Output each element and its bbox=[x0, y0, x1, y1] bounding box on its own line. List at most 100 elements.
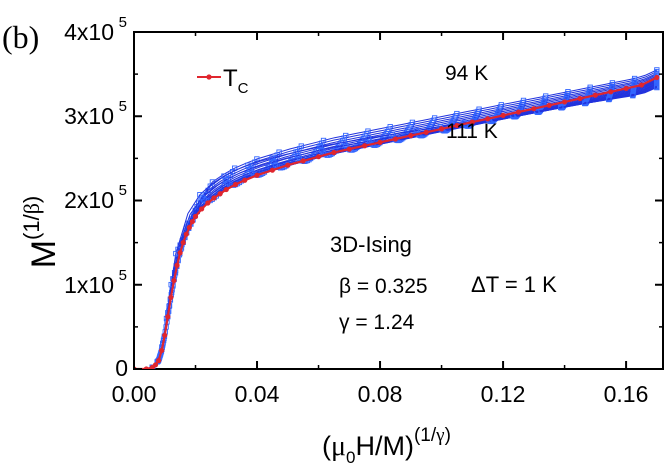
tc-point bbox=[638, 82, 645, 88]
x-tick-label: 0.16 bbox=[604, 381, 649, 407]
tc-point bbox=[515, 109, 522, 115]
tc-point bbox=[192, 213, 199, 220]
tc-point bbox=[300, 158, 306, 164]
tc-point bbox=[171, 277, 177, 284]
legend-label: TC bbox=[223, 65, 249, 97]
y-axis-ticks bbox=[134, 31, 663, 370]
y-tick-exponent: 5 bbox=[119, 182, 127, 199]
isotherm-point bbox=[342, 142, 349, 148]
y-tick-exponent: 5 bbox=[119, 267, 127, 284]
tc-point bbox=[217, 191, 223, 197]
isotherm-point bbox=[366, 138, 373, 144]
y-tick-label: 3x10 bbox=[64, 103, 114, 129]
tc-point bbox=[469, 119, 475, 125]
tc-point bbox=[377, 139, 383, 145]
tc-point bbox=[531, 106, 537, 112]
isotherm-point bbox=[245, 162, 251, 168]
isotherm-point bbox=[197, 192, 203, 198]
isotherm-point bbox=[389, 131, 395, 138]
tc-point bbox=[392, 136, 399, 142]
tc-point bbox=[180, 240, 186, 246]
tc-point bbox=[362, 143, 368, 149]
tc-point bbox=[186, 224, 192, 231]
tc-point bbox=[189, 218, 196, 225]
tc-point bbox=[162, 332, 168, 338]
tc-point bbox=[500, 112, 506, 119]
isotherm-point bbox=[630, 93, 636, 99]
isotherm-point bbox=[318, 147, 325, 153]
tc-point bbox=[269, 167, 276, 173]
tc-point bbox=[592, 92, 598, 98]
tc-point bbox=[577, 95, 583, 102]
x-axis-ticks bbox=[133, 32, 628, 369]
tc-point bbox=[331, 149, 337, 156]
tc-point bbox=[205, 200, 211, 206]
isotherm-point bbox=[317, 144, 323, 150]
isotherm-point bbox=[365, 135, 371, 141]
isotherm-point bbox=[221, 173, 227, 179]
y-tick-label: 0 bbox=[115, 355, 128, 381]
isotherm-point bbox=[272, 162, 279, 168]
isotherm-point bbox=[271, 159, 277, 165]
annotation-delta-t: ΔT = 1 K bbox=[471, 272, 557, 297]
y-tick-label: 1x10 bbox=[64, 272, 114, 298]
tc-point bbox=[423, 129, 429, 135]
tc-point bbox=[608, 89, 614, 95]
isotherm-point bbox=[519, 101, 525, 108]
tc-point bbox=[199, 206, 205, 212]
x-tick-label: 0.04 bbox=[235, 381, 280, 407]
y-tick-label: 4x10 bbox=[64, 19, 114, 45]
tc-point bbox=[346, 146, 352, 152]
label-111k: 111 K bbox=[446, 120, 498, 143]
annotation-gamma: γ = 1.24 bbox=[339, 311, 415, 334]
tc-point bbox=[152, 362, 159, 368]
y-tick-exponent: 5 bbox=[119, 98, 127, 115]
tc-point bbox=[174, 262, 180, 268]
isotherm-point bbox=[295, 152, 301, 159]
x-axis-title: (μ0H/M)(1/γ) bbox=[322, 425, 451, 467]
tc-point bbox=[183, 231, 189, 237]
x-tick-label: 0.00 bbox=[112, 381, 157, 407]
tc-point bbox=[561, 99, 568, 105]
annotation-beta: β = 0.325 bbox=[339, 275, 428, 298]
isotherm-line bbox=[152, 86, 658, 368]
isotherm-point bbox=[654, 84, 660, 91]
tc-point bbox=[254, 172, 260, 178]
tc-curve-group bbox=[134, 74, 660, 369]
annotation-model: 3D-Ising bbox=[330, 232, 412, 257]
tc-point bbox=[654, 74, 660, 81]
tc-point bbox=[623, 85, 629, 92]
panel-label: (b) bbox=[2, 19, 39, 55]
tc-point bbox=[485, 116, 491, 122]
isotherm-point bbox=[293, 149, 299, 155]
isotherm-point bbox=[269, 155, 275, 161]
tc-point bbox=[454, 122, 460, 129]
x-tick-label: 0.08 bbox=[358, 381, 403, 407]
tc-point bbox=[285, 162, 291, 168]
isotherm-point bbox=[557, 104, 564, 110]
legend-marker bbox=[206, 74, 212, 80]
isotherm-point bbox=[606, 96, 612, 103]
x-tick-label: 0.12 bbox=[481, 381, 526, 407]
tc-point bbox=[546, 102, 552, 108]
tc-point bbox=[232, 181, 239, 188]
isotherm-point bbox=[341, 139, 347, 145]
legend: TC bbox=[197, 65, 249, 97]
y-tick-labels: 0 1x10 5 2x10 5 3x10 5 4x10 5 bbox=[64, 14, 128, 381]
tc-point bbox=[438, 126, 445, 132]
y-axis-title: M(1/β) bbox=[19, 196, 63, 269]
tc-point bbox=[168, 294, 174, 300]
tc-point bbox=[242, 177, 248, 183]
tc-point bbox=[408, 133, 414, 139]
tc-point bbox=[211, 195, 217, 201]
isotherm-point bbox=[496, 108, 502, 114]
tc-point bbox=[156, 357, 162, 364]
tc-point bbox=[315, 154, 322, 160]
isotherm-point bbox=[296, 155, 302, 162]
label-94k: 94 K bbox=[445, 62, 488, 85]
y-tick-label: 2x10 bbox=[64, 187, 114, 213]
x-tick-labels: 0.00 0.04 0.08 0.12 0.16 bbox=[112, 381, 649, 407]
y-tick-exponent: 5 bbox=[119, 14, 127, 31]
isotherm-point bbox=[413, 127, 419, 134]
